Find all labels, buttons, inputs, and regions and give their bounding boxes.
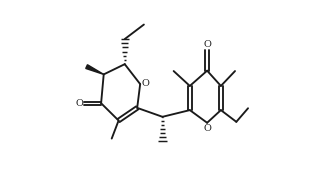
Text: O: O: [141, 79, 149, 88]
Polygon shape: [86, 65, 104, 74]
Text: O: O: [204, 124, 211, 133]
Text: O: O: [203, 40, 211, 49]
Text: O: O: [76, 99, 83, 108]
